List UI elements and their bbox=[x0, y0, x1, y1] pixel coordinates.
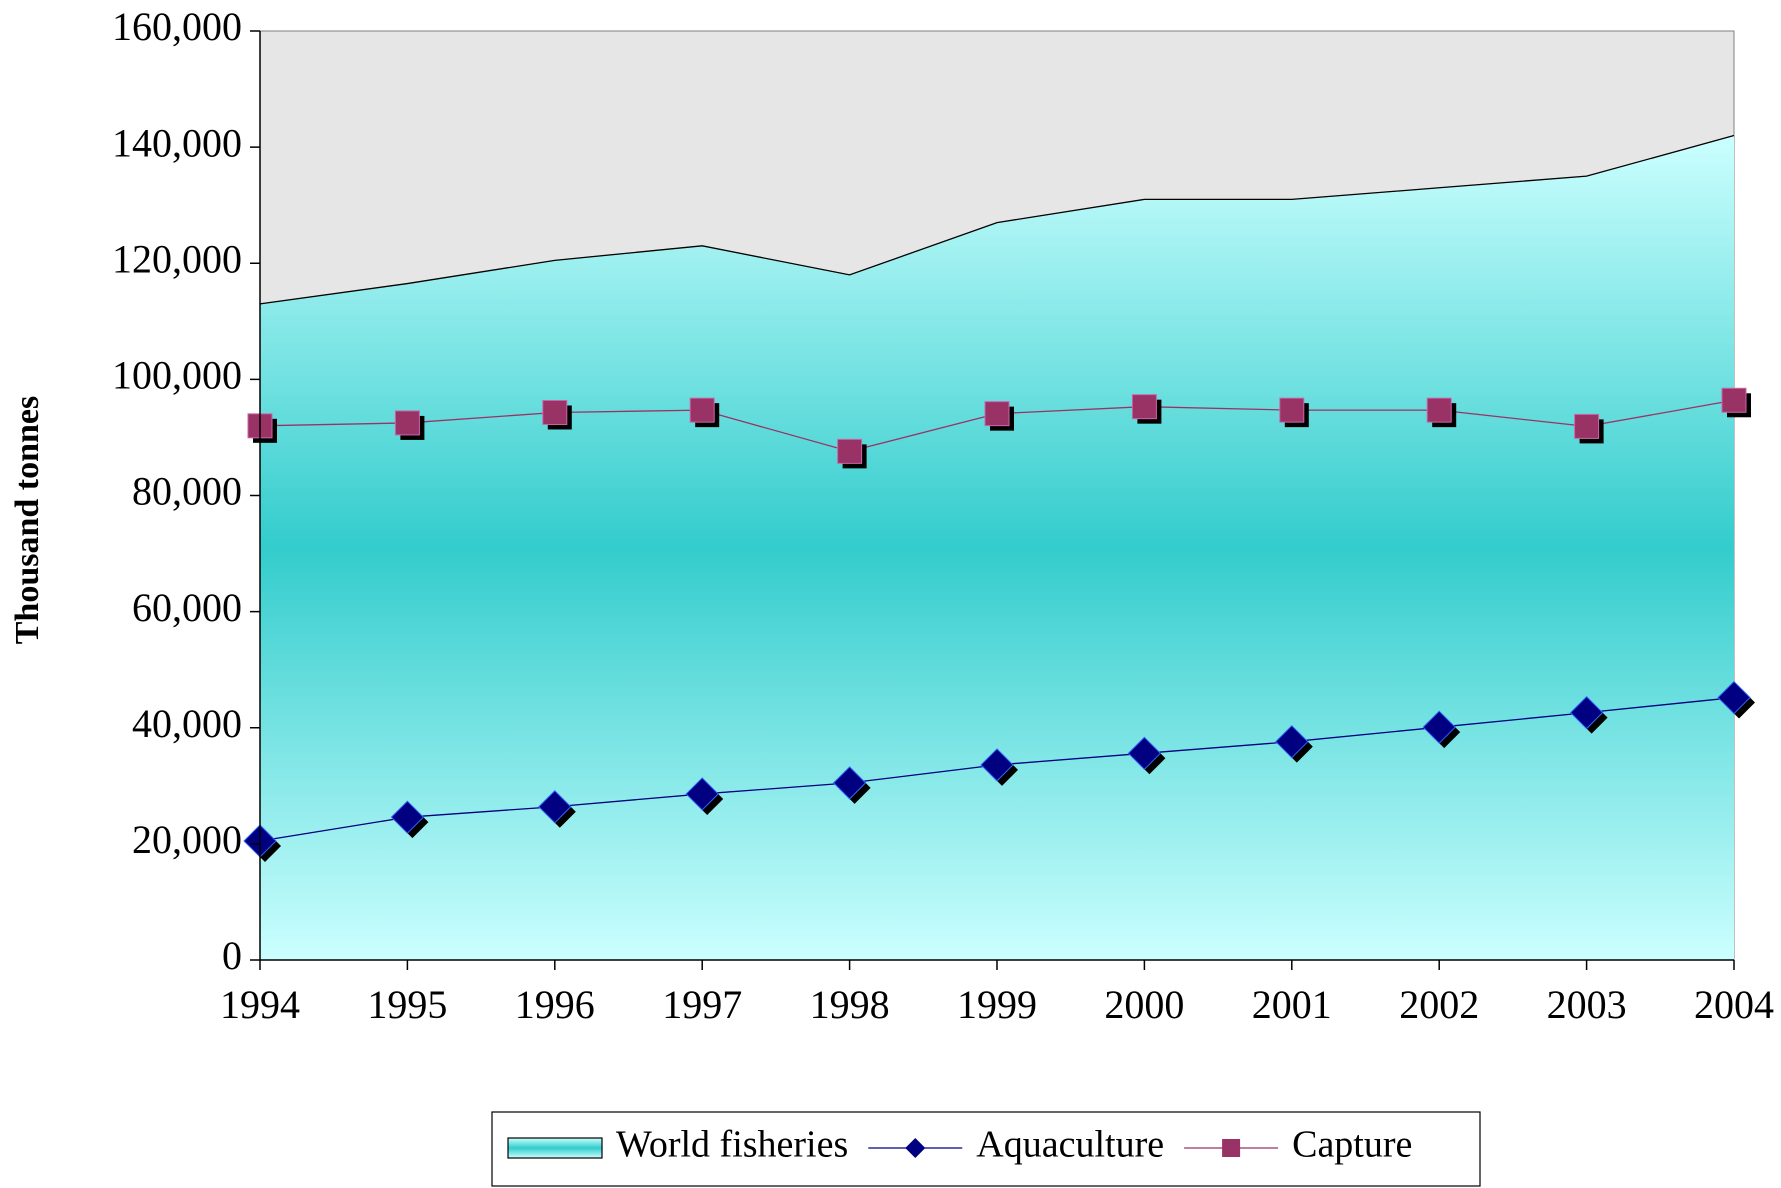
marker bbox=[689, 397, 715, 423]
data-point bbox=[1275, 724, 1313, 763]
x-tick-label: 1995 bbox=[367, 982, 447, 1027]
y-tick-label: 20,000 bbox=[132, 817, 242, 862]
data-point bbox=[538, 790, 576, 828]
data-point bbox=[980, 748, 1018, 786]
x-tick-label: 1997 bbox=[662, 982, 742, 1027]
marker bbox=[1127, 736, 1162, 771]
x-tick-label: 2002 bbox=[1399, 982, 1479, 1027]
y-tick-label: 40,000 bbox=[132, 701, 242, 746]
marker bbox=[1569, 695, 1604, 730]
y-tick-label: 160,000 bbox=[112, 4, 242, 49]
marker bbox=[980, 748, 1014, 782]
marker bbox=[1275, 724, 1309, 759]
x-tick-label: 2001 bbox=[1252, 982, 1332, 1027]
y-axis-label: Thousand tonnes bbox=[9, 396, 46, 645]
x-tick-label: 2004 bbox=[1694, 982, 1774, 1027]
y-tick-label: 100,000 bbox=[112, 353, 242, 398]
marker bbox=[685, 777, 719, 811]
data-point bbox=[984, 401, 1014, 431]
legend-box bbox=[491, 1111, 1481, 1187]
legend-label: World fisheries bbox=[616, 1124, 848, 1166]
data-point bbox=[394, 410, 425, 440]
data-point bbox=[1426, 397, 1457, 428]
y-tick-label: 120,000 bbox=[112, 236, 242, 281]
data-point bbox=[1127, 736, 1166, 775]
data-point bbox=[1721, 387, 1751, 418]
data-point bbox=[685, 777, 724, 815]
data-point bbox=[1279, 397, 1309, 428]
x-tick-label: 1996 bbox=[515, 982, 595, 1027]
marker bbox=[390, 800, 425, 834]
marker bbox=[538, 790, 572, 824]
data-point bbox=[689, 397, 720, 428]
legend-swatch bbox=[507, 1137, 603, 1159]
marker bbox=[984, 401, 1010, 427]
area-outline bbox=[259, 134, 1735, 305]
legend-label: Capture bbox=[1292, 1124, 1412, 1166]
marker bbox=[1426, 397, 1452, 423]
marker bbox=[1422, 710, 1456, 744]
data-point bbox=[1131, 394, 1162, 424]
y-tick-label: 0 bbox=[222, 933, 242, 978]
x-tick-label: 1998 bbox=[810, 982, 890, 1027]
legend-label: Aquaculture bbox=[976, 1124, 1164, 1166]
data-point bbox=[1717, 680, 1755, 719]
data-point bbox=[1422, 710, 1461, 749]
x-tick-label: 2003 bbox=[1547, 982, 1627, 1027]
x-tick-label: 1994 bbox=[220, 982, 300, 1027]
legend-marker bbox=[905, 1138, 926, 1158]
data-point bbox=[832, 766, 871, 804]
marker bbox=[1279, 397, 1305, 423]
data-point bbox=[1569, 695, 1608, 734]
marker bbox=[1717, 680, 1751, 715]
marker bbox=[394, 410, 420, 436]
area bbox=[260, 135, 1734, 960]
marker bbox=[1131, 394, 1157, 420]
marker bbox=[1574, 413, 1600, 439]
marker bbox=[832, 766, 867, 800]
marker bbox=[542, 399, 568, 425]
data-point bbox=[837, 438, 867, 469]
x-tick-label: 2000 bbox=[1104, 982, 1184, 1027]
y-tick-label: 60,000 bbox=[132, 585, 242, 630]
data-point bbox=[1574, 413, 1604, 444]
legend-marker bbox=[1222, 1139, 1241, 1157]
x-tick-label: 1999 bbox=[957, 982, 1037, 1027]
marker bbox=[1721, 387, 1747, 413]
marker bbox=[837, 438, 863, 464]
y-tick-label: 140,000 bbox=[112, 120, 242, 165]
data-point bbox=[390, 800, 429, 839]
data-point bbox=[542, 399, 572, 430]
y-tick-label: 80,000 bbox=[132, 469, 242, 514]
